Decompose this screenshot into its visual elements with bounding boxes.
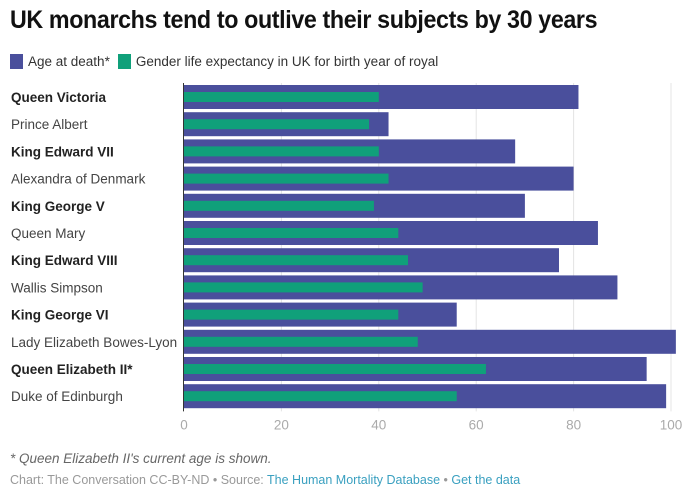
- bar-life-expectancy: [184, 336, 418, 347]
- bar-life-expectancy: [184, 146, 379, 157]
- category-label: Duke of Edinburgh: [11, 389, 123, 404]
- credit-prefix: Chart: The Conversation CC-BY-ND • Sourc…: [10, 473, 268, 487]
- category-label: Wallis Simpson: [11, 280, 103, 295]
- category-label: Lady Elizabeth Bowes-Lyon: [11, 335, 177, 350]
- chart-title: UK monarchs tend to outlive their subjec…: [10, 6, 598, 34]
- x-tick-label: 80: [566, 417, 581, 432]
- bar-life-expectancy: [184, 391, 457, 402]
- source-link[interactable]: The Human Mortality Database: [267, 473, 441, 487]
- footnote: * Queen Elizabeth II's current age is sh…: [10, 451, 272, 466]
- bar-life-expectancy: [184, 92, 379, 102]
- bar-life-expectancy: [184, 309, 399, 320]
- get-the-data-link[interactable]: Get the data: [451, 473, 521, 487]
- legend-item-life-expectancy: Gender life expectancy in UK for birth y…: [117, 54, 439, 69]
- legend: Age at death* Gender life expectancy in …: [10, 54, 446, 69]
- x-tick-label: 60: [469, 417, 484, 432]
- legend-swatch-life-expectancy: [117, 54, 131, 69]
- legend-swatch-age-at-death: [10, 54, 23, 69]
- category-label: King George V: [11, 199, 105, 214]
- credit-separator: •: [440, 473, 452, 487]
- legend-label-age-at-death: Age at death*: [28, 54, 110, 69]
- category-label: King Edward VIII: [11, 253, 118, 268]
- bar-life-expectancy: [184, 119, 370, 130]
- x-tick-label: 40: [371, 417, 386, 432]
- credit-line: Chart: The Conversation CC-BY-ND • Sourc…: [10, 473, 520, 487]
- x-tick-label: 100: [660, 417, 683, 432]
- x-tick-label: 20: [274, 417, 289, 432]
- category-label: Queen Victoria: [11, 90, 107, 105]
- category-label: King Edward VII: [11, 144, 114, 159]
- legend-label-life-expectancy: Gender life expectancy in UK for birth y…: [135, 54, 439, 69]
- bar-life-expectancy: [184, 282, 423, 293]
- bar-life-expectancy: [184, 255, 409, 266]
- category-label: King George VI: [11, 308, 109, 323]
- category-label: Queen Mary: [11, 226, 86, 241]
- category-label: Prince Albert: [11, 117, 88, 132]
- category-label: Queen Elizabeth II*: [11, 362, 133, 377]
- x-tick-label: 0: [180, 417, 188, 432]
- bar-life-expectancy: [184, 200, 374, 211]
- bar-life-expectancy: [184, 228, 399, 238]
- bar-life-expectancy: [184, 364, 486, 374]
- legend-item-age-at-death: Age at death*: [10, 54, 110, 69]
- category-label: Alexandra of Denmark: [11, 172, 146, 187]
- bar-life-expectancy: [184, 173, 389, 184]
